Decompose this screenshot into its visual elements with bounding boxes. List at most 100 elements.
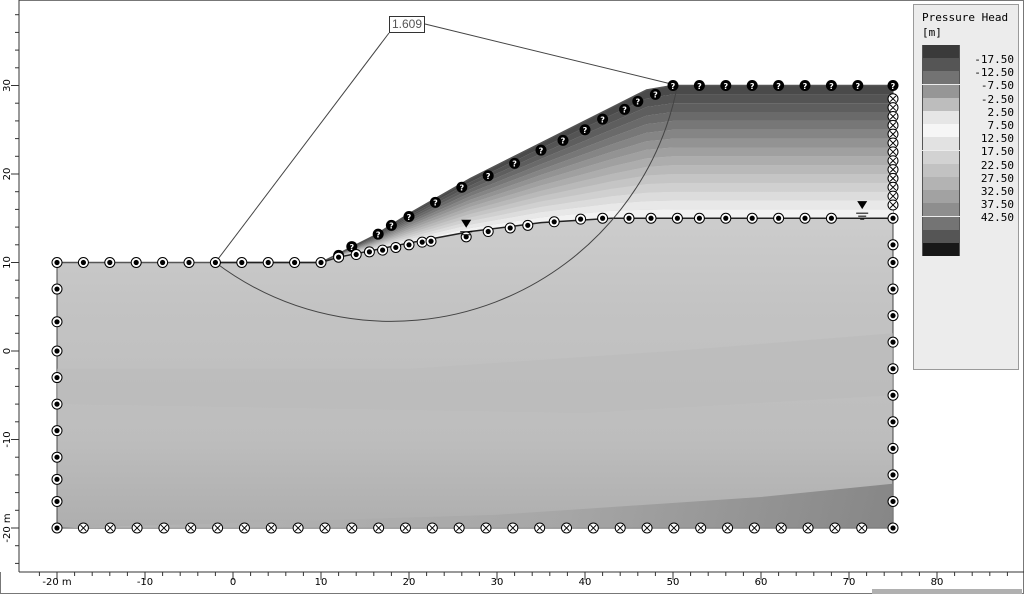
node-cross (889, 139, 897, 147)
boundary-node-no-flow (346, 522, 358, 534)
boundary-node-fixed (887, 442, 899, 454)
node-dot (318, 259, 324, 266)
boundary-node-no-flow (185, 522, 197, 534)
legend-row: -7.50 (922, 71, 1018, 92)
legend-row: 37.50 (922, 190, 1018, 211)
boundary-node-unknown: ? (632, 95, 644, 107)
legend-value: 2.50 (987, 105, 1015, 119)
node-dot (890, 525, 896, 531)
node-dot (54, 428, 60, 434)
contour-band (321, 191, 893, 263)
node-cross (133, 524, 141, 532)
contour-band (321, 174, 893, 263)
node-dot (54, 454, 60, 460)
node-disc (887, 80, 899, 91)
node-cross (80, 524, 87, 532)
legend-swatch (922, 84, 960, 98)
node-cross (889, 201, 897, 209)
node-disc (403, 210, 415, 222)
boundary-node-fixed (51, 398, 63, 410)
node-dot (186, 259, 192, 266)
boundary-node-no-flow (887, 110, 899, 122)
node-dot (80, 259, 86, 266)
boundary-node-no-flow (802, 522, 814, 534)
node-dot (626, 215, 632, 221)
boundary-node-fixed (51, 345, 63, 357)
boundary-node-no-flow (641, 522, 653, 534)
triangle (461, 219, 472, 228)
node-cross (889, 175, 897, 182)
node-question-mark: ? (583, 126, 588, 135)
legend-row: 22.50 (922, 150, 1018, 172)
boundary-node-no-flow (319, 522, 331, 534)
legend-row: 7.50 (922, 111, 1018, 132)
node-dot (890, 242, 896, 248)
node-disc (746, 80, 758, 91)
y-tick-label: 20 (2, 168, 13, 181)
node-cross (268, 524, 275, 532)
boundary-node-unknown: ? (482, 170, 494, 182)
factor-of-safety-label[interactable]: 1.609 (389, 16, 425, 33)
node-cross (831, 524, 839, 532)
boundary-node-unknown: ? (852, 80, 864, 91)
node-question-mark: ? (622, 106, 627, 115)
node-question-mark: ? (697, 82, 702, 91)
boundary-node-unknown: ? (385, 219, 397, 231)
node-dot (723, 215, 729, 221)
node-dot (485, 228, 491, 235)
node-dot (600, 215, 606, 221)
node-dot (54, 401, 60, 407)
legend-swatch (922, 243, 960, 256)
boundary-node-fixed (887, 336, 899, 348)
node-dot (393, 244, 399, 251)
boundary-node-unknown: ? (429, 196, 441, 208)
node-cross (214, 524, 221, 532)
legend-value: 7.50 (987, 119, 1015, 132)
y-tick-label: -10 (2, 431, 13, 447)
boundary-node-fixed (209, 257, 221, 268)
node-dot (551, 219, 557, 225)
node-cross (160, 524, 168, 532)
node-cross (456, 524, 463, 532)
boundary-node-fixed (887, 522, 899, 534)
horizontal-scrollbar[interactable] (872, 589, 1022, 594)
boundary-node-no-flow (292, 522, 304, 534)
node-dot (890, 419, 896, 425)
boundary-node-fixed (460, 231, 472, 243)
node-disc (852, 80, 864, 91)
x-tick-label: 50 (667, 577, 680, 588)
boundary-node-no-flow (748, 522, 760, 534)
x-tick-label: 80 (931, 577, 944, 588)
boundary-node-no-flow (887, 146, 899, 158)
legend-row: 17.50 (922, 137, 1018, 158)
boundary-node-fixed (799, 212, 811, 224)
node-dot (890, 498, 896, 505)
slip-surface-arc[interactable] (215, 85, 678, 322)
node-dot (419, 239, 425, 245)
legend-value: 32.50 (980, 185, 1014, 198)
legend-row: -2.50 (922, 84, 1018, 106)
boundary-node-no-flow (265, 522, 277, 534)
pressure-head-contours (57, 85, 893, 528)
node-disc (535, 144, 547, 156)
node-dot (674, 215, 681, 221)
boundary-node-no-flow (587, 522, 599, 534)
leader-line (215, 32, 390, 263)
node-dot (107, 259, 113, 266)
node-disc (482, 170, 494, 182)
node-dot (428, 238, 434, 244)
boundary-node-fixed (51, 425, 63, 437)
node-cross (804, 524, 812, 532)
boundary-node-fixed (236, 257, 248, 268)
node-cross (697, 524, 704, 532)
boundary-node-fixed (746, 212, 758, 224)
node-dot (239, 259, 245, 266)
node-disc (649, 88, 661, 100)
node-dot (890, 313, 896, 319)
node-cross (241, 524, 248, 532)
boundary-node-no-flow (856, 522, 868, 534)
boundary-node-unknown: ? (887, 80, 899, 91)
legend-value: -12.50 (974, 66, 1014, 80)
x-tick-label: 40 (579, 577, 592, 588)
